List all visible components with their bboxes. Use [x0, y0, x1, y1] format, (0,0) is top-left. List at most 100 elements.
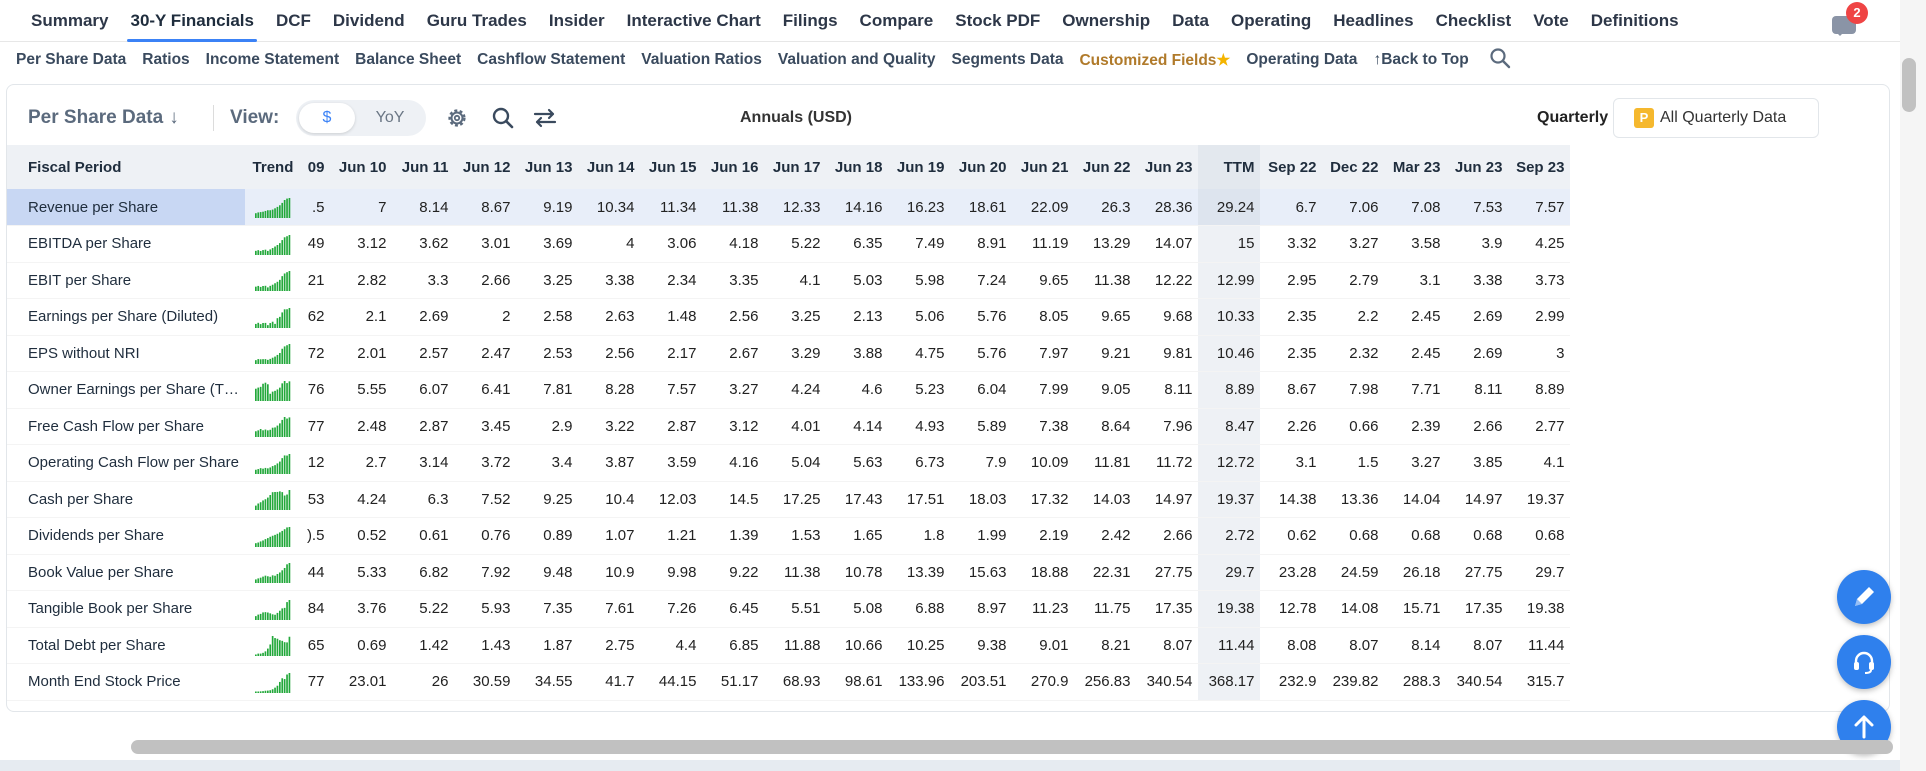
tab-headlines[interactable]: Headlines	[1333, 10, 1414, 30]
row-label[interactable]: Owner Earnings per Share (T…	[7, 371, 245, 409]
section-link-income-statement[interactable]: Income Statement	[198, 51, 348, 69]
tab-stock-pdf[interactable]: Stock PDF	[955, 10, 1041, 30]
table-row[interactable]: Tangible Book per Share 84 3.76 5.22 5.93 7.3…	[7, 590, 1571, 628]
trend-sparkline[interactable]	[244, 225, 301, 263]
trend-sparkline[interactable]	[244, 590, 301, 628]
sparkline-bar	[274, 246, 276, 255]
sparkline-bar	[254, 431, 257, 438]
search-icon[interactable]	[1489, 47, 1511, 74]
trend-sparkline[interactable]	[244, 408, 301, 445]
search-icon[interactable]	[490, 105, 516, 131]
table-row[interactable]: EBIT per Share 21 2.82 3.3 2.66 3.25 3.38 2.34 3…	[7, 262, 1571, 299]
sparkline-bar	[286, 382, 288, 401]
tab-data[interactable]: Data	[1172, 10, 1209, 30]
horizontal-scrollbar[interactable]	[131, 740, 1893, 754]
sparkline-bar	[286, 272, 288, 292]
row-label[interactable]: Tangible Book per Share	[7, 590, 245, 628]
trend-sparkline[interactable]	[244, 189, 301, 226]
chat-button[interactable]: 2	[1828, 2, 1868, 36]
section-link-valuation-ratios[interactable]: Valuation Ratios	[633, 51, 770, 69]
tab-operating[interactable]: Operating	[1230, 10, 1312, 30]
row-label[interactable]: Total Debt per Share	[7, 627, 245, 664]
table-row[interactable]: Month End Stock Price 77 23.01 26 30.59 34.55…	[7, 663, 1571, 701]
all-quarterly-data-button[interactable]: P All Quarterly Data	[1613, 98, 1819, 138]
swap-arrows-icon[interactable]	[532, 105, 558, 131]
table-row[interactable]: Cash per Share 53 4.24 6.3 7.52 9.25 10.4 12.03…	[7, 481, 1571, 518]
section-link-segments-data[interactable]: Segments Data	[944, 51, 1072, 69]
trend-sparkline[interactable]	[244, 554, 301, 591]
view-toggle: $ YoY	[296, 100, 426, 136]
tab-checklist[interactable]: Checklist	[1435, 10, 1512, 30]
table-row[interactable]: Dividends per Share).5 0.52 0.61 0.76 0.89 1.…	[7, 517, 1571, 555]
table-row[interactable]: EPS without NRI 72 2.01 2.57 2.47 2.53 2.56 2.1…	[7, 335, 1571, 372]
table-row[interactable]: Owner Earnings per Share (T… 76 5.55 6.07 6.…	[7, 371, 1571, 409]
trend-sparkline[interactable]	[244, 298, 301, 336]
trend-sparkline[interactable]	[244, 444, 301, 482]
tab-vote[interactable]: Vote	[1533, 10, 1569, 30]
section-nav: Per Share Data Ratios Income Statement Bala…	[0, 42, 1900, 78]
view-dollar-option[interactable]: $	[299, 103, 355, 133]
edit-button[interactable]	[1837, 570, 1891, 624]
vertical-scrollbar[interactable]	[1902, 58, 1916, 112]
row-label[interactable]: Book Value per Share	[7, 554, 245, 591]
table-row[interactable]: Revenue per Share .5 7 8.14 8.67 9.19 10.34 11.…	[7, 189, 1571, 226]
sparkline-bar	[254, 250, 257, 255]
tab-interactive-chart[interactable]: Interactive Chart	[626, 10, 761, 30]
sparkline-bar	[271, 689, 274, 693]
tab-definitions[interactable]: Definitions	[1590, 10, 1679, 30]
table-row[interactable]: Earnings per Share (Diluted) 62 2.1 2.69 2 2.…	[7, 298, 1571, 336]
row-label[interactable]: Dividends per Share	[7, 517, 245, 555]
support-button[interactable]	[1837, 635, 1891, 689]
section-link-customized-fields[interactable]: Customized Fields★	[1071, 51, 1238, 70]
table-row[interactable]: Free Cash Flow per Share 77 2.48 2.87 3.45 2.…	[7, 408, 1571, 445]
section-link-valuation-and-quality[interactable]: Valuation and Quality	[770, 51, 944, 69]
section-link-operating-data[interactable]: Operating Data	[1238, 51, 1365, 69]
table-viewport[interactable]: Fiscal Period Trend 09 Jun 10 Jun 11 Jun 12 Ju…	[7, 145, 1867, 705]
trend-sparkline[interactable]	[244, 663, 301, 701]
tab-insider[interactable]: Insider	[548, 10, 605, 30]
sparkline-chart	[254, 417, 291, 438]
tab-dividend[interactable]: Dividend	[332, 10, 405, 30]
table-row[interactable]: Total Debt per Share 65 0.69 1.42 1.43 1.87 2.…	[7, 627, 1571, 664]
trend-sparkline[interactable]	[244, 481, 301, 518]
sparkline-bar	[257, 578, 260, 584]
row-label[interactable]: Cash per Share	[7, 481, 245, 518]
table-cell: 7.97	[1012, 335, 1075, 372]
section-link-balance-sheet[interactable]: Balance Sheet	[347, 51, 469, 69]
trend-sparkline[interactable]	[244, 262, 301, 299]
tab-filings[interactable]: Filings	[782, 10, 838, 30]
table-row[interactable]: EBITDA per Share 49 3.12 3.62 3.01 3.69 4 3.06 4…	[7, 225, 1571, 263]
sparkline-bar	[271, 614, 274, 620]
tab-summary[interactable]: Summary	[31, 10, 109, 30]
section-link-cashflow-statement[interactable]: Cashflow Statement	[469, 51, 633, 69]
row-label[interactable]: EPS without NRI	[7, 335, 245, 372]
row-label[interactable]: EBITDA per Share	[7, 225, 245, 263]
table-row[interactable]: Operating Cash Flow per Share 12 2.7 3.14 3.…	[7, 444, 1571, 482]
tab-30-y-financials[interactable]: 30-Y Financials	[119, 0, 264, 42]
tab-dcf[interactable]: DCF	[275, 10, 311, 30]
section-link-per-share-data[interactable]: Per Share Data	[8, 51, 134, 69]
tab-guru-trades[interactable]: Guru Trades	[426, 10, 527, 30]
section-link-ratios[interactable]: Ratios	[134, 51, 197, 69]
section-dropdown[interactable]: Per Share Data ↓	[28, 107, 179, 129]
gear-icon[interactable]	[444, 105, 470, 131]
trend-sparkline[interactable]	[244, 517, 301, 555]
row-label[interactable]: Free Cash Flow per Share	[7, 408, 245, 445]
sparkline-bar	[278, 316, 281, 328]
trend-sparkline[interactable]	[244, 371, 301, 409]
tab-ownership[interactable]: Ownership	[1062, 10, 1151, 30]
row-label[interactable]: Earnings per Share (Diluted)	[7, 298, 245, 336]
row-label[interactable]: EBIT per Share	[7, 262, 245, 299]
table-cell: 3.87	[578, 444, 641, 482]
trend-sparkline[interactable]	[244, 627, 301, 664]
sparkline-bar	[259, 502, 262, 511]
table-row[interactable]: Book Value per Share 44 5.33 6.82 7.92 9.48 10…	[7, 554, 1571, 591]
row-label[interactable]: Revenue per Share	[7, 189, 245, 226]
view-yoy-option[interactable]: YoY	[375, 109, 405, 126]
trend-sparkline[interactable]	[244, 335, 301, 372]
tab-compare[interactable]: Compare	[859, 10, 934, 30]
section-link-back-to-top[interactable]: ↑Back to Top	[1365, 51, 1476, 69]
row-label[interactable]: Operating Cash Flow per Share	[7, 444, 245, 482]
section-link-label: Valuation and Quality	[777, 51, 936, 68]
row-label[interactable]: Month End Stock Price	[7, 663, 245, 701]
